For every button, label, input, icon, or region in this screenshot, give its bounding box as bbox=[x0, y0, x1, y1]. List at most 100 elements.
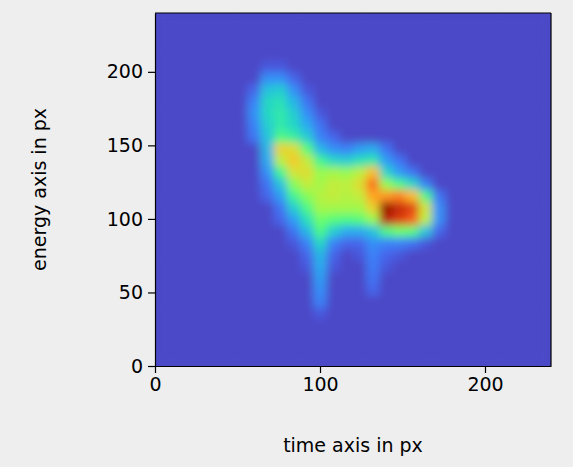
heatmap-cell bbox=[366, 248, 380, 260]
heatmap-cell bbox=[195, 119, 209, 131]
heatmap-cell bbox=[247, 260, 261, 272]
heatmap-cell bbox=[274, 95, 288, 107]
heatmap-cell bbox=[327, 25, 341, 37]
heatmap-cell bbox=[195, 37, 209, 49]
heatmap-cell bbox=[261, 72, 275, 84]
heatmap-cell bbox=[208, 166, 222, 178]
tick: 150 bbox=[107, 134, 155, 156]
heatmap-cell bbox=[472, 331, 486, 343]
heatmap-cell bbox=[340, 342, 354, 354]
heatmap-cell bbox=[327, 142, 341, 154]
heatmap-cell bbox=[208, 13, 222, 25]
heatmap-cell bbox=[485, 72, 499, 84]
heatmap-cell bbox=[498, 237, 512, 249]
heatmap-cell bbox=[525, 95, 539, 107]
tick-mark bbox=[320, 366, 321, 373]
tick: 50 bbox=[119, 281, 155, 303]
heatmap-cell bbox=[498, 48, 512, 60]
heatmap-cell bbox=[274, 84, 288, 96]
heatmap-cell bbox=[208, 237, 222, 249]
heatmap-cell bbox=[287, 295, 301, 307]
heatmap-cell bbox=[419, 260, 433, 272]
heatmap-cell bbox=[195, 225, 209, 237]
heatmap-cell bbox=[538, 260, 551, 272]
heatmap-cell bbox=[234, 107, 248, 119]
heatmap-cell bbox=[287, 48, 301, 60]
heatmap-cell bbox=[261, 260, 275, 272]
heatmap-cell bbox=[419, 284, 433, 296]
heatmap-cell bbox=[432, 295, 446, 307]
heatmap-cell bbox=[379, 225, 393, 237]
heatmap-cell bbox=[419, 201, 433, 213]
heatmap-cell bbox=[485, 37, 499, 49]
heatmap-cell bbox=[155, 119, 169, 131]
heatmap-cell bbox=[261, 60, 275, 72]
heatmap-cell bbox=[525, 48, 539, 60]
heatmap-cell bbox=[511, 107, 525, 119]
heatmap-cell bbox=[366, 154, 380, 166]
heatmap-cell bbox=[432, 142, 446, 154]
heatmap-cell bbox=[485, 307, 499, 319]
heatmap-cell bbox=[287, 142, 301, 154]
heatmap-cell bbox=[155, 107, 169, 119]
heatmap-cell bbox=[247, 272, 261, 284]
heatmap-cell bbox=[208, 342, 222, 354]
heatmap-cell bbox=[459, 84, 473, 96]
heatmap-cell bbox=[511, 72, 525, 84]
heatmap-cell bbox=[327, 213, 341, 225]
heatmap-cell bbox=[366, 237, 380, 249]
heatmap-cell bbox=[445, 213, 459, 225]
heatmap-cell bbox=[353, 284, 367, 296]
heatmap-cell bbox=[353, 354, 367, 366]
heatmap-cell bbox=[472, 95, 486, 107]
heatmap-cell bbox=[445, 131, 459, 143]
heatmap-cell bbox=[498, 119, 512, 131]
heatmap-cell bbox=[287, 307, 301, 319]
heatmap-cell bbox=[366, 13, 380, 25]
heatmap-cell bbox=[247, 131, 261, 143]
tick: 0 bbox=[149, 366, 161, 395]
heatmap-cell bbox=[459, 48, 473, 60]
heatmap-cell bbox=[168, 107, 182, 119]
heatmap-cell bbox=[406, 107, 420, 119]
heatmap-cell bbox=[538, 201, 551, 213]
heatmap-cell bbox=[432, 319, 446, 331]
heatmap-cell bbox=[261, 354, 275, 366]
heatmap-cell bbox=[221, 307, 235, 319]
heatmap-cell bbox=[498, 178, 512, 190]
heatmap-cell bbox=[353, 237, 367, 249]
heatmap-cell bbox=[406, 225, 420, 237]
heatmap-cell bbox=[234, 119, 248, 131]
heatmap-cell bbox=[313, 319, 327, 331]
heatmap-cell bbox=[340, 25, 354, 37]
heatmap-cell bbox=[208, 95, 222, 107]
heatmap-cell bbox=[432, 307, 446, 319]
heatmap-cell bbox=[525, 213, 539, 225]
heatmap-cell bbox=[393, 72, 407, 84]
heatmap-cell bbox=[406, 272, 420, 284]
heatmap-cell bbox=[353, 295, 367, 307]
heatmap-cell bbox=[300, 131, 314, 143]
heatmap-cell bbox=[379, 84, 393, 96]
heatmap-cell bbox=[168, 213, 182, 225]
heatmap-cell bbox=[379, 37, 393, 49]
heatmap-cell bbox=[485, 284, 499, 296]
heatmap-cell bbox=[538, 248, 551, 260]
heatmap-cell bbox=[366, 60, 380, 72]
heatmap-cell bbox=[406, 319, 420, 331]
heatmap-cell bbox=[327, 260, 341, 272]
heatmap-cell bbox=[234, 48, 248, 60]
heatmap-cell bbox=[538, 142, 551, 154]
heatmap-cell bbox=[261, 237, 275, 249]
heatmap-cell bbox=[511, 213, 525, 225]
heatmap-cell bbox=[406, 48, 420, 60]
heatmap-cell bbox=[525, 272, 539, 284]
heatmap-cell bbox=[261, 84, 275, 96]
heatmap-cell bbox=[274, 178, 288, 190]
heatmap-cell bbox=[538, 95, 551, 107]
heatmap-cell bbox=[274, 48, 288, 60]
heatmap-cell bbox=[313, 342, 327, 354]
heatmap-cell bbox=[327, 166, 341, 178]
heatmap-cell bbox=[525, 107, 539, 119]
heatmap-cell bbox=[353, 331, 367, 343]
